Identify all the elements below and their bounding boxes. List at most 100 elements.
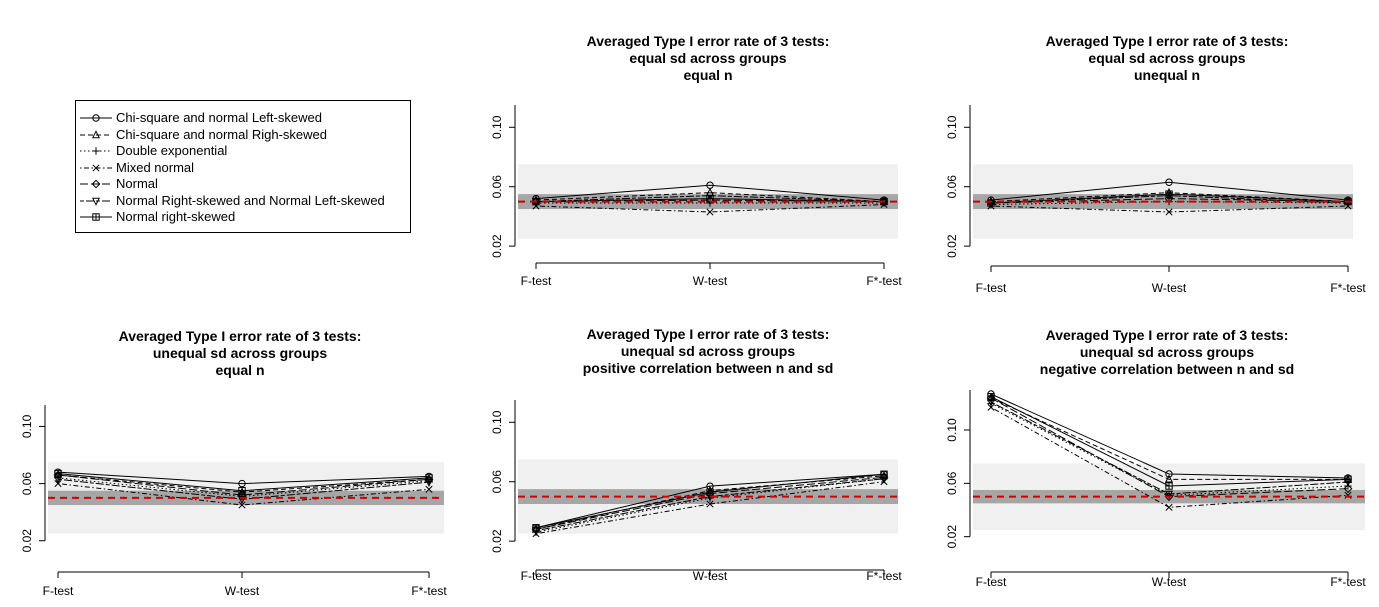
data-point: [987, 403, 995, 411]
data-point: [1164, 474, 1174, 483]
x-tick-label: W-test: [1152, 575, 1187, 589]
x-tick-label: W-test: [693, 274, 728, 288]
legend-label: Normal right-skewed: [116, 209, 236, 224]
chart-title-line: unequal sd across groups: [152, 345, 328, 361]
y-tick-label: 0.10: [945, 418, 959, 442]
legend-key-marker: [92, 147, 100, 155]
y-tick-label: 0.02: [490, 234, 504, 258]
legend-entry: Normal right-skewed: [76, 209, 410, 225]
y-tick-label: 0.06: [490, 175, 504, 199]
data-point: [238, 487, 246, 495]
x-tick-label: F*-test: [411, 584, 447, 598]
legend-key-marker: [91, 179, 101, 189]
legend-key-marker: [91, 130, 101, 139]
data-point: [1165, 208, 1173, 216]
chart-title-line: unequal sd across groups: [620, 343, 796, 359]
x-tick-label: F-test: [521, 274, 552, 288]
chart-title-line: unequal sd across groups: [1079, 344, 1255, 360]
y-tick-label: 0.06: [945, 175, 959, 199]
data-point: [987, 392, 995, 401]
chart-title-line: positive correlation between n and sd: [582, 360, 834, 376]
series-line: [535, 192, 885, 203]
series-line: [57, 471, 430, 485]
y-tick-label: 0.10: [490, 410, 504, 434]
plot-area: 0.02 0.06 0.10 F-test W-test F*-test: [945, 390, 1366, 589]
plot-area: 0.02 0.06 0.10 F-test W-test F*-test: [20, 405, 447, 598]
legend-key-marker: [91, 197, 101, 206]
data-point: [237, 496, 247, 505]
legend-label: Chi-square and normal Righ-skewed: [116, 127, 327, 142]
chart-title-line: equal n: [683, 67, 733, 83]
legend-key-marker: [92, 114, 100, 122]
legend-entry: Chi-square and normal Righ-skewed: [76, 127, 410, 143]
data-point: [1165, 482, 1173, 490]
x-tick-label: F-test: [43, 584, 74, 598]
legend-key-triangle-dashed: [80, 130, 112, 139]
series-line: [535, 204, 885, 213]
data-point: [880, 470, 888, 478]
y-tick-label: 0.10: [20, 414, 34, 438]
data-point: [1164, 492, 1174, 502]
y-tick-label: 0.02: [20, 529, 34, 553]
x-tick-label: F-test: [976, 575, 1007, 589]
data-point: [425, 474, 433, 482]
plot-area: 0.02 0.06 0.10 F-test W-test F*-test: [945, 105, 1366, 295]
data-point: [1164, 490, 1174, 499]
legend-entry: Mixed normal: [76, 160, 410, 176]
legend-label: Normal Right-skewed and Normal Left-skew…: [116, 193, 385, 208]
y-tick-label: 0.02: [945, 525, 959, 549]
chart-title-line: equal sd across groups: [629, 50, 787, 66]
data-point: [238, 501, 246, 509]
x-tick-label: W-test: [225, 584, 260, 598]
series-line: [990, 393, 1349, 479]
chart-title: Averaged Type I error rate of 3 tests: u…: [967, 327, 1367, 378]
data-point: [706, 488, 714, 496]
series-line: [535, 195, 885, 203]
chart-title-line: Averaged Type I error rate of 3 tests:: [586, 326, 830, 342]
series-line: [535, 184, 885, 201]
data-point: [425, 485, 433, 493]
legend-label: Chi-square and normal Left-skewed: [116, 110, 322, 125]
plot-area: 0.02 0.06 0.10 F-test W-test F*-test: [490, 105, 902, 288]
series-line: [990, 397, 1348, 480]
chart-title: Averaged Type I error rate of 3 tests: e…: [967, 33, 1367, 84]
series-line: [57, 474, 430, 496]
data-point: [706, 500, 714, 508]
legend-key-diamond-longdash: [80, 179, 112, 189]
y-tick-label: 0.06: [490, 470, 504, 494]
data-point: [1165, 178, 1173, 186]
y-tick-label: 0.06: [945, 471, 959, 495]
x-tick-label: F*-test: [866, 569, 902, 583]
data-point: [1165, 190, 1173, 198]
data-point: [1344, 475, 1352, 484]
legend-entry: Double exponential: [76, 143, 410, 159]
x-tick-label: F-test: [521, 569, 552, 583]
series-line: [990, 401, 1349, 495]
chart-title: Averaged Type I error rate of 3 tests: u…: [40, 328, 440, 379]
legend-entry: Normal Right-skewed and Normal Left-skew…: [76, 193, 410, 209]
y-tick-label: 0.06: [20, 472, 34, 496]
legend-key-cross-dotdash: [80, 164, 112, 172]
x-tick-label: F*-test: [1330, 281, 1366, 295]
legend-key-square-solid: [80, 213, 112, 221]
legend-key-circle-solid: [80, 114, 112, 122]
y-tick-label: 0.10: [490, 115, 504, 139]
legend-entry: Normal: [76, 176, 410, 192]
legend: Chi-square and normal Left-skewed Chi-sq…: [75, 100, 411, 233]
data-point: [54, 469, 62, 478]
chart-title-line: equal n: [215, 362, 265, 378]
legend-label: Normal: [116, 176, 158, 191]
data-point: [238, 479, 246, 488]
y-tick-label: 0.10: [945, 115, 959, 139]
plot-area: 0.02 0.06 0.10 F-test W-test F*-test: [490, 400, 902, 583]
legend-key-marker: [92, 164, 100, 172]
data-point: [532, 524, 540, 532]
legend-key-marker: [92, 213, 100, 221]
legend-entry: Chi-square and normal Left-skewed: [76, 110, 410, 126]
y-tick-label: 0.02: [490, 529, 504, 553]
y-tick-label: 0.02: [945, 234, 959, 258]
data-point: [1165, 503, 1173, 511]
chart-title-line: equal sd across groups: [1088, 50, 1246, 66]
x-tick-label: F*-test: [866, 274, 902, 288]
